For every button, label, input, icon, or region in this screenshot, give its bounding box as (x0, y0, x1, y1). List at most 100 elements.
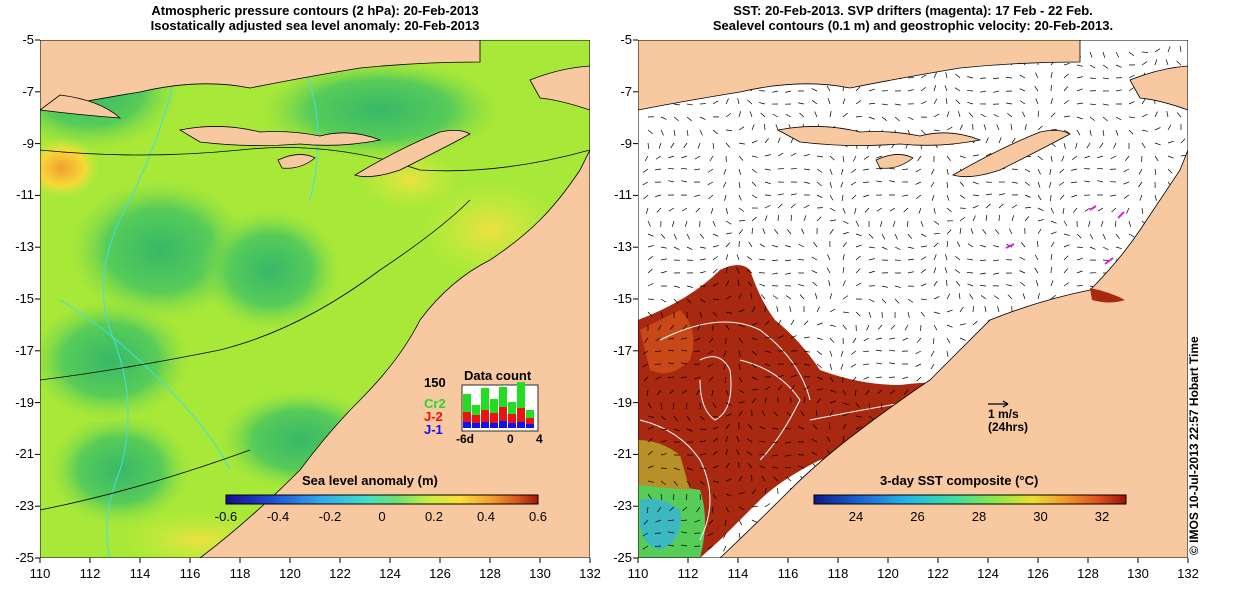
velocity-arrow (699, 311, 702, 318)
velocity-arrow (723, 168, 727, 175)
velocity-arrow (994, 229, 1000, 235)
velocity-arrow (764, 320, 770, 326)
left-lat-tick--7: -7 (22, 83, 34, 99)
velocity-arrow (1063, 255, 1069, 261)
velocity-arrow (969, 293, 974, 300)
velocity-arrow (880, 220, 883, 227)
velocity-arrow (712, 256, 718, 261)
velocity-arrow (815, 410, 818, 417)
inset-ymax: 150 (424, 375, 446, 390)
velocity-arrow (946, 324, 953, 328)
velocity-arrow (1154, 168, 1157, 175)
inset-bar-segment (472, 423, 480, 428)
velocity-arrow (1115, 129, 1119, 136)
velocity-arrow (1024, 124, 1027, 131)
velocity-arrow (1050, 207, 1054, 214)
velocity-arrow (655, 155, 662, 160)
velocity-arrow (711, 506, 714, 513)
velocity-arrow (811, 451, 818, 456)
velocity-arrow (1063, 73, 1069, 79)
velocity-arrow (751, 505, 758, 508)
velocity-arrow (672, 402, 675, 409)
velocity-arrow (668, 180, 675, 183)
velocity-arrow (1058, 181, 1065, 186)
velocity-arrow (646, 389, 649, 396)
velocity-arrow (933, 242, 939, 248)
velocity-arrow (712, 100, 719, 105)
velocity-arrow (1034, 85, 1039, 92)
velocity-arrow (1011, 168, 1019, 170)
velocity-arrow (725, 423, 730, 430)
left-lat-tick--13: -13 (15, 239, 34, 255)
velocity-arrow (725, 254, 729, 261)
velocity-arrow (850, 350, 857, 355)
velocity-arrow (654, 350, 662, 352)
velocity-arrow (829, 337, 835, 343)
velocity-arrow (946, 350, 949, 357)
velocity-arrow (1050, 231, 1057, 235)
velocity-arrow (816, 181, 822, 187)
velocity-arrow (772, 441, 779, 444)
velocity-arrow (746, 451, 753, 456)
velocity-arrow (881, 298, 887, 304)
right-map (638, 40, 1188, 558)
velocity-arrow (1115, 116, 1122, 121)
velocity-arrow (1037, 125, 1043, 131)
velocity-arrow (881, 103, 888, 106)
inset-bar-segment (499, 421, 507, 428)
velocity-arrow (842, 254, 845, 261)
velocity-arrow (920, 129, 926, 135)
velocity-arrow (643, 519, 649, 525)
velocity-arrow (1037, 168, 1041, 175)
velocity-arrow (1007, 112, 1013, 118)
velocity-arrow (681, 337, 688, 340)
velocity-arrow (812, 424, 818, 430)
velocity-arrow (1154, 48, 1161, 53)
velocity-arrow (647, 268, 653, 274)
velocity-arrow (751, 140, 758, 144)
velocity-arrow (1063, 233, 1070, 236)
velocity-arrow (759, 283, 766, 287)
left-lon-tick-110: 110 (29, 566, 51, 581)
velocity-arrow (1010, 124, 1013, 131)
velocity-arrow (985, 203, 991, 209)
velocity-arrow (738, 324, 745, 328)
velocity-arrow (1167, 155, 1174, 159)
velocity-arrow (829, 400, 836, 404)
velocity-arrow (876, 337, 883, 340)
velocity-arrow (842, 112, 848, 118)
velocity-arrow (1110, 155, 1117, 160)
velocity-arrow (660, 440, 667, 443)
velocity-arrow (1110, 194, 1117, 197)
velocity-arrow (829, 293, 833, 300)
left-lon-tick-116: 116 (179, 566, 201, 581)
velocity-arrow (1063, 244, 1070, 248)
velocity-arrow (777, 193, 784, 196)
velocity-arrow (712, 415, 719, 418)
velocity-arrow (681, 207, 688, 212)
velocity-arrow (1102, 51, 1106, 58)
velocity-arrow (681, 180, 688, 183)
velocity-arrow (811, 88, 818, 92)
velocity-arrow (868, 246, 875, 249)
velocity-arrow (694, 376, 701, 380)
velocity-arrow (933, 85, 937, 92)
right-lon-tick-122: 122 (927, 566, 949, 581)
velocity-arrow (682, 506, 688, 512)
inset-bar-segment (526, 424, 534, 428)
velocity-arrow (647, 415, 654, 418)
velocity-arrow (699, 271, 706, 274)
velocity-arrow (983, 124, 987, 131)
velocity-arrow (1141, 129, 1148, 132)
velocity-arrow (816, 194, 823, 199)
velocity-arrow (998, 214, 1000, 222)
velocity-arrow (920, 100, 927, 105)
velocity-arrow (993, 245, 1000, 248)
velocity-arrow (660, 402, 662, 410)
left-title-line2: Isostatically adjusted sea level anomaly… (150, 18, 480, 33)
velocity-arrow (699, 453, 706, 456)
velocity-arrow (790, 203, 796, 209)
velocity-arrow (946, 229, 952, 235)
velocity-arrow (1048, 181, 1052, 188)
velocity-arrow (826, 85, 831, 92)
